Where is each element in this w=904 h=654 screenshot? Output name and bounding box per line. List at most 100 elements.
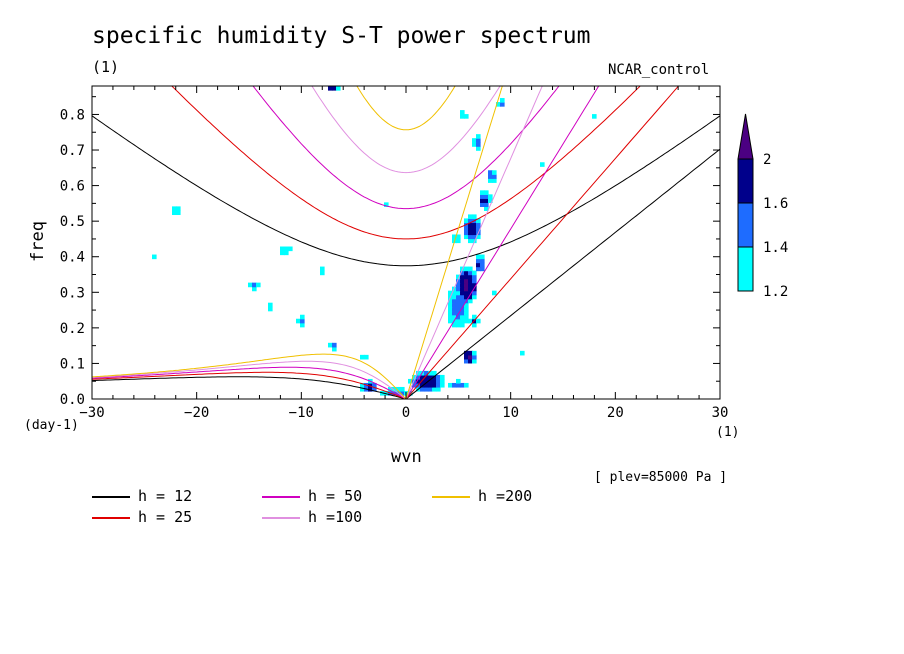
- contour-cell: [288, 246, 293, 252]
- contour-cell: [480, 258, 485, 264]
- contour-cell: [496, 102, 501, 107]
- x-axis-units: (1): [716, 425, 740, 440]
- contour-cell: [172, 210, 177, 216]
- contour-cell: [476, 266, 481, 272]
- contour-cell: [416, 378, 421, 384]
- colorbar-box: [737, 246, 754, 292]
- contour-cell: [460, 110, 465, 115]
- kelvin-curve-h100: [405, 86, 543, 399]
- y-tick-label: 0.2: [60, 321, 85, 337]
- contour-cell: [460, 310, 465, 316]
- contour-cell: [484, 206, 489, 211]
- contour-cell: [464, 354, 469, 360]
- contour-cell: [384, 202, 389, 207]
- contour-cell: [484, 198, 489, 203]
- contour-cell: [472, 270, 477, 276]
- contour-cell: [428, 374, 433, 380]
- contour-cell: [456, 298, 461, 304]
- contour-cell: [472, 290, 477, 296]
- contour-cell: [440, 378, 445, 384]
- contour-cell: [480, 262, 485, 268]
- y-axis-units: (day-1): [24, 418, 79, 433]
- contour-cell: [440, 374, 445, 380]
- contour-cell: [460, 114, 465, 119]
- legend-label: h = 12: [138, 487, 193, 505]
- contour-cell: [472, 222, 477, 228]
- contour-cell: [464, 226, 469, 232]
- legend-swatch: [92, 517, 130, 519]
- contour-cell: [464, 218, 469, 224]
- contour-cell: [332, 342, 337, 348]
- contour-cell: [456, 238, 461, 244]
- contour-cell: [460, 382, 465, 388]
- contour-cell: [480, 194, 485, 199]
- rossby-curve-h100: [92, 360, 407, 399]
- gravity-curve-h200: [356, 86, 456, 131]
- contour-cell: [360, 382, 365, 388]
- rossby-curve-h12: [92, 376, 407, 399]
- contour-cell: [464, 270, 469, 276]
- contour-cell: [424, 386, 429, 392]
- power-contour-layer: [152, 86, 597, 396]
- contour-cell: [336, 86, 341, 91]
- contour-cell: [172, 206, 177, 211]
- contour-cell: [252, 282, 257, 288]
- contour-cell: [320, 266, 325, 272]
- contour-cell: [256, 282, 261, 288]
- contour-cell: [472, 234, 477, 240]
- contour-cell: [476, 138, 481, 143]
- y-tick-label: 0.8: [60, 107, 85, 123]
- contour-cell: [492, 170, 497, 175]
- contour-cell: [452, 322, 457, 328]
- contour-cell: [448, 302, 453, 308]
- contour-cell: [428, 378, 433, 384]
- contour-cell: [520, 350, 525, 356]
- y-tick-label: 0.1: [60, 356, 85, 372]
- gravity-curve-h12: [92, 115, 720, 267]
- contour-cell: [468, 282, 473, 288]
- kelvin-curve-h50: [405, 86, 600, 399]
- contour-cell: [468, 270, 473, 276]
- contour-cell: [484, 194, 489, 199]
- contour-cell: [460, 282, 465, 288]
- contour-cell: [484, 190, 489, 195]
- x-tick-label: −20: [184, 405, 209, 421]
- contour-cell: [464, 234, 469, 240]
- colorbar-label: 1.2: [763, 284, 788, 300]
- contour-cell: [456, 278, 461, 284]
- contour-cell: [420, 386, 425, 392]
- contour-cell: [280, 250, 285, 256]
- contour-cell: [448, 318, 453, 324]
- contour-cell: [464, 302, 469, 308]
- contour-cell: [448, 298, 453, 304]
- contour-cell: [456, 286, 461, 292]
- contour-cell: [464, 350, 469, 356]
- contour-cell: [460, 270, 465, 276]
- contour-cell: [472, 226, 477, 232]
- contour-cell: [388, 386, 393, 392]
- contour-cell: [468, 266, 473, 272]
- contour-cell: [452, 294, 457, 300]
- contour-cell: [456, 314, 461, 320]
- legend-label: h = 25: [138, 508, 193, 526]
- legend-label: h =200: [478, 487, 533, 505]
- contour-cell: [488, 194, 493, 199]
- run-label: NCAR_control: [608, 62, 710, 78]
- contour-cell: [452, 310, 457, 316]
- contour-cell: [176, 206, 181, 211]
- y-tick-label: 0.7: [60, 143, 85, 159]
- contour-cell: [460, 306, 465, 312]
- legend-swatch: [432, 496, 470, 498]
- contour-cell: [456, 302, 461, 308]
- contour-cell: [472, 354, 477, 360]
- contour-cell: [488, 198, 493, 203]
- contour-cell: [456, 306, 461, 312]
- kelvin-curve-h200: [405, 86, 503, 399]
- contour-cell: [488, 170, 493, 175]
- contour-cell: [408, 378, 413, 384]
- contour-cell: [368, 382, 373, 388]
- contour-cell: [476, 254, 481, 260]
- contour-cell: [468, 274, 473, 280]
- y-tick-label: 0.3: [60, 285, 85, 301]
- contour-cell: [424, 378, 429, 384]
